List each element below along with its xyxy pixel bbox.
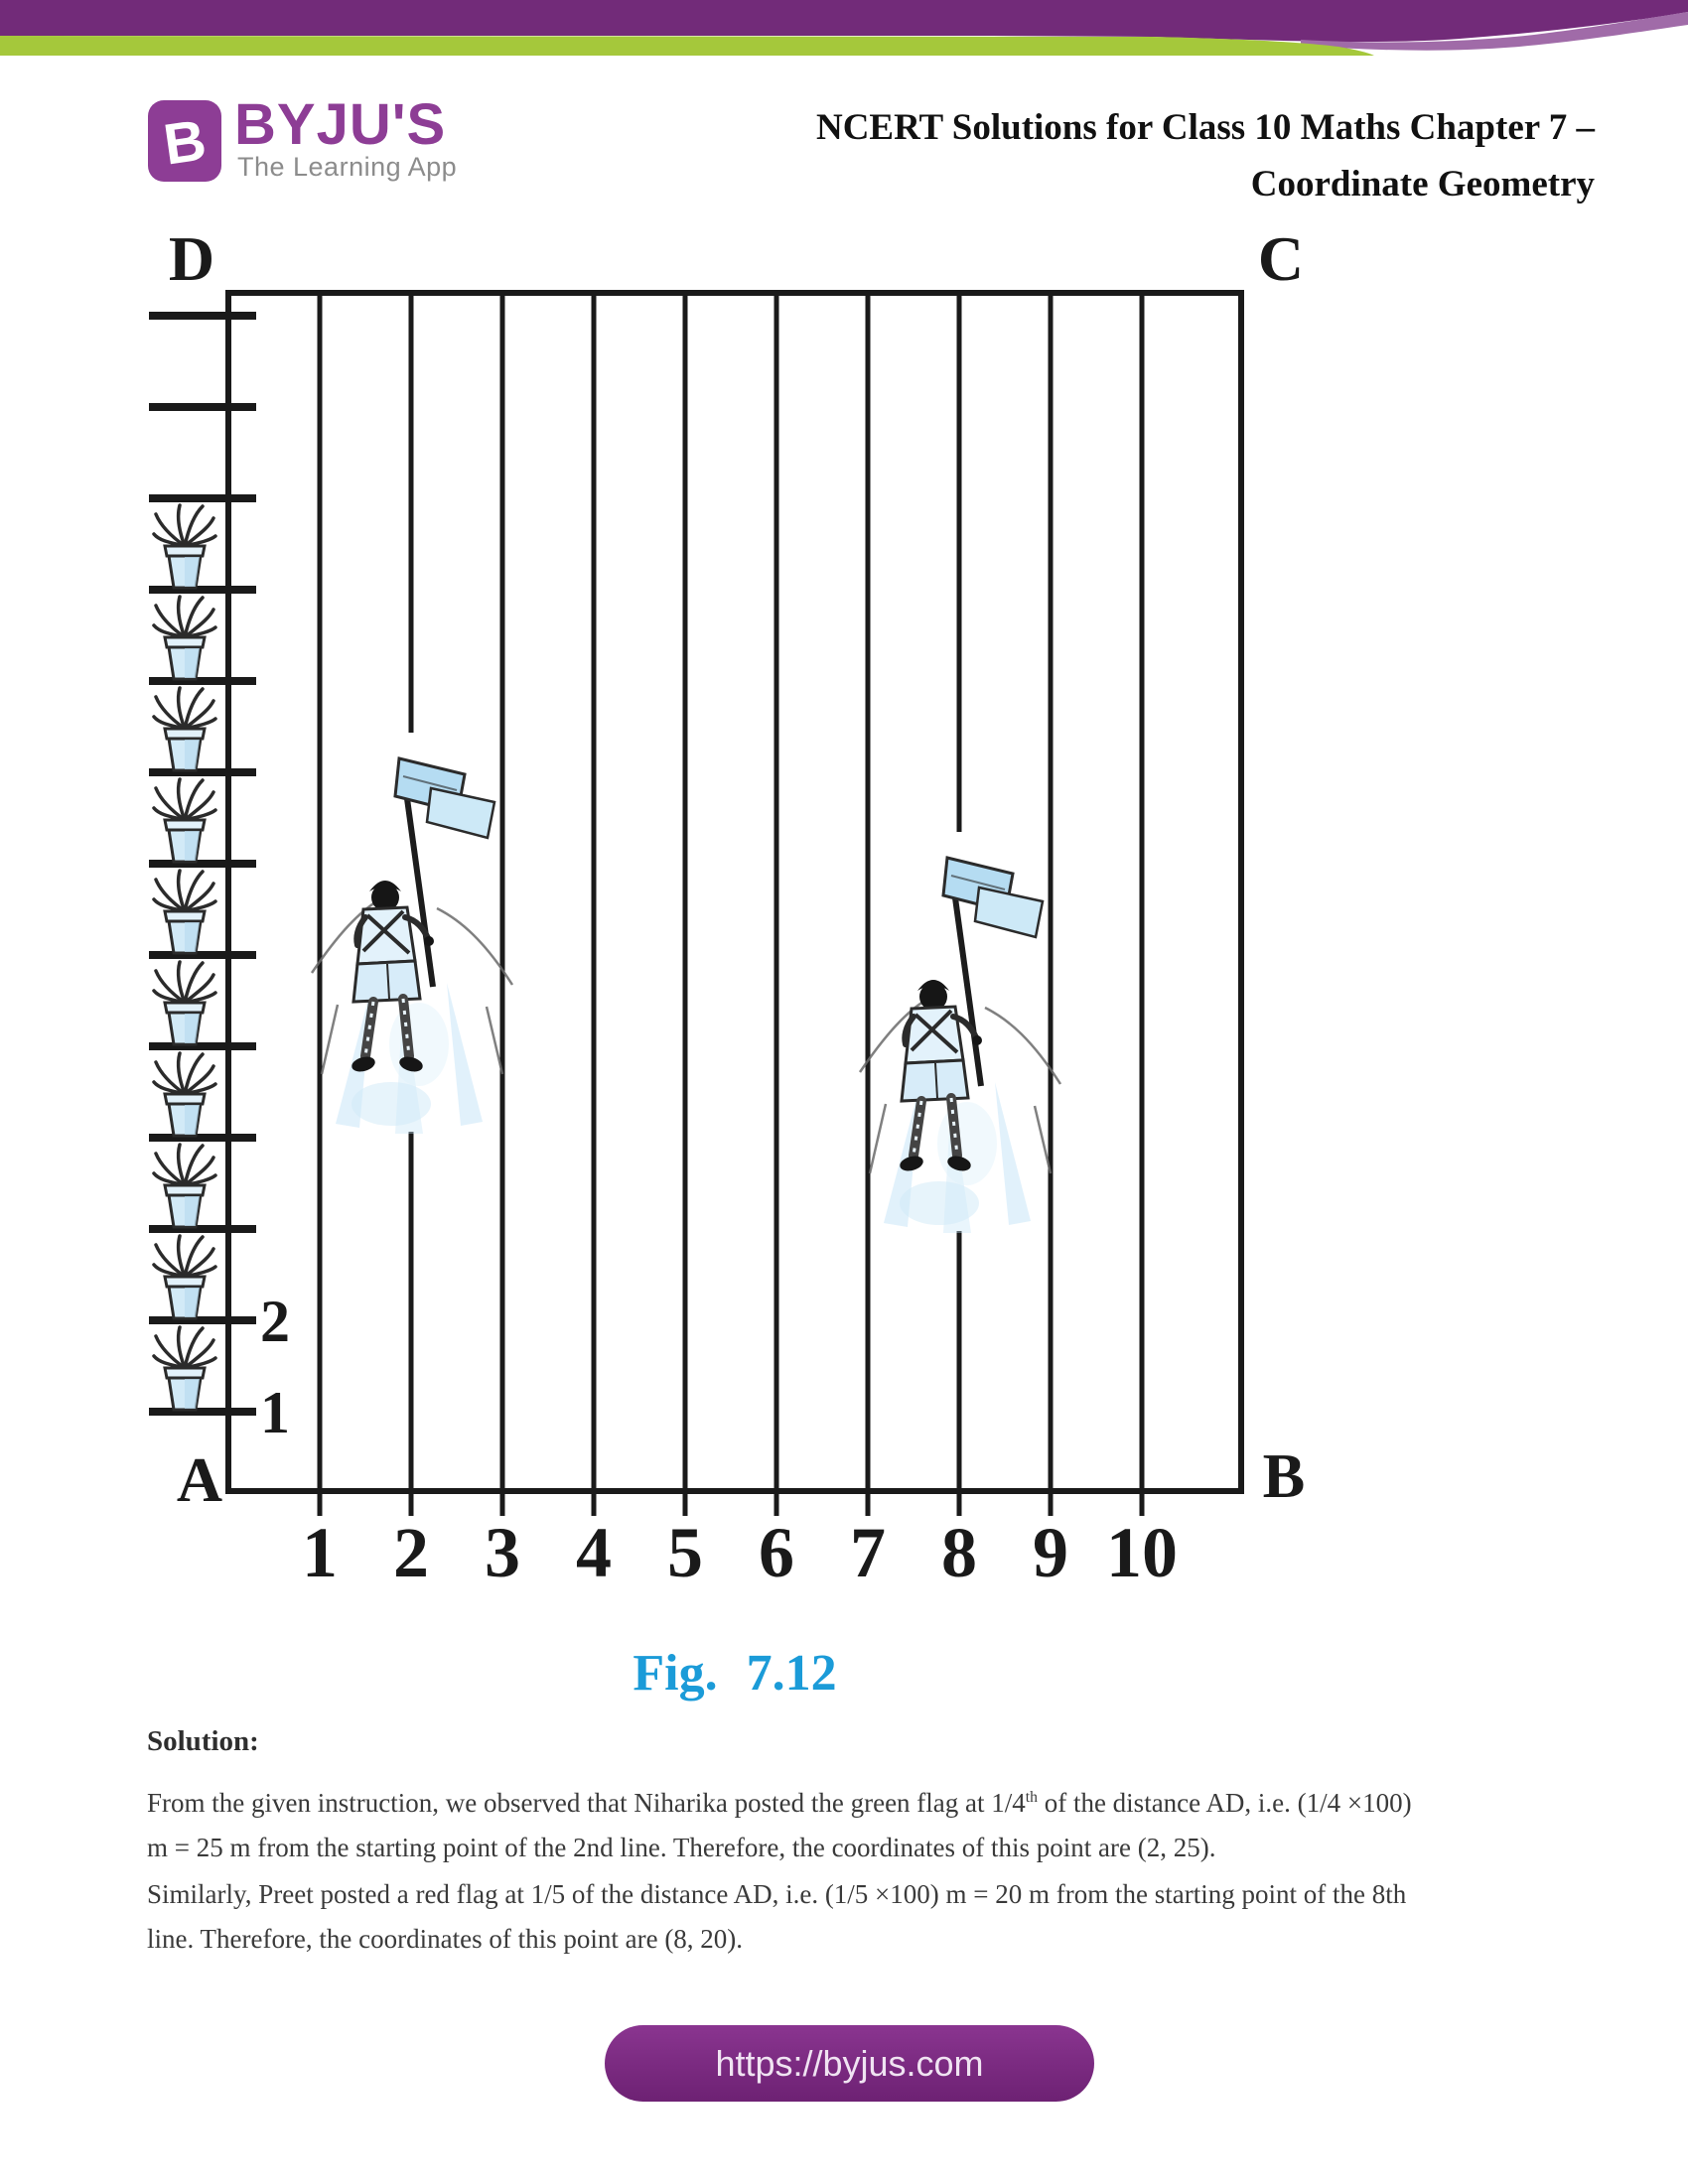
- flower-pot-icon: [152, 777, 217, 864]
- column-number: 6: [759, 1513, 794, 1592]
- row-number: 1: [260, 1380, 290, 1445]
- solution-heading: Solution:: [147, 1725, 259, 1757]
- flag-bearer-icon: [860, 858, 1060, 1233]
- flower-pot-icon: [152, 1325, 217, 1412]
- logo-letter: B: [160, 107, 211, 177]
- corner-label-C: C: [1258, 228, 1304, 294]
- page-title-line1: NCERT Solutions for Class 10 Maths Chapt…: [815, 107, 1595, 148]
- field-rectangle: [225, 290, 1244, 1494]
- solution-p1-line1: From the given instruction, we observed …: [147, 1781, 1557, 1826]
- byjus-wordmark: BYJU'S: [234, 92, 447, 157]
- byjus-logo-icon: B: [148, 100, 221, 182]
- banner-green-wave: [0, 36, 1374, 56]
- column-number: 4: [576, 1513, 612, 1592]
- column-number: 9: [1033, 1513, 1068, 1592]
- flower-pot-icon: [152, 869, 217, 955]
- banner-purple-wave: [0, 0, 1688, 43]
- row-number: 2: [260, 1289, 290, 1354]
- corner-label-D: D: [169, 228, 214, 294]
- flower-pot-icon: [152, 595, 217, 681]
- corner-label-B: B: [1263, 1440, 1306, 1511]
- column-number: 10: [1106, 1513, 1178, 1592]
- solution-p1-line2: m = 25 m from the starting point of the …: [147, 1833, 1216, 1862]
- column-number: 5: [667, 1513, 703, 1592]
- page-title: NCERT Solutions for Class 10 Maths Chapt…: [816, 99, 1595, 212]
- flower-pot-icon: [152, 503, 217, 590]
- figure-7-12: 211 2 3 4 5 6 7 8 9 10D CA B: [149, 228, 1306, 1592]
- column-number: 8: [941, 1513, 977, 1592]
- column-number: 1: [302, 1513, 338, 1592]
- flower-pot-icon: [152, 1051, 217, 1138]
- flower-pot-icon: [152, 1143, 217, 1229]
- solution-p1-l1b: of the distance AD, i.e. (1/4 ×100): [1037, 1788, 1412, 1818]
- corner-label-A: A: [177, 1444, 222, 1515]
- top-banner: [0, 0, 1688, 56]
- flower-pot-icon: [152, 1234, 217, 1320]
- figure-caption: Fig. 7.12: [633, 1645, 837, 1702]
- banner-light-purple-wave: [1301, 12, 1688, 51]
- page-title-line2: Coordinate Geometry: [1250, 164, 1595, 205]
- solution-p2-line2: line. Therefore, the coordinates of this…: [147, 1924, 744, 1954]
- superscript-th: th: [1025, 1789, 1038, 1806]
- column-number: 3: [485, 1513, 520, 1592]
- solution-p1-l1a: From the given instruction, we observed …: [147, 1788, 1026, 1818]
- solution-paragraph-2: Similarly, Preet posted a red flag at 1/…: [147, 1872, 1557, 1962]
- solution-paragraph-1: From the given instruction, we observed …: [147, 1781, 1557, 1870]
- solution-p2-line1: Similarly, Preet posted a red flag at 1/…: [147, 1879, 1407, 1909]
- byjus-tagline: The Learning App: [237, 152, 458, 182]
- flag-bearer-icon: [312, 758, 512, 1134]
- flower-pot-icon: [152, 686, 217, 772]
- column-number: 7: [850, 1513, 886, 1592]
- column-number: 2: [393, 1513, 429, 1592]
- byjus-url-button[interactable]: https://byjus.com: [605, 2025, 1094, 2102]
- flower-pot-icon: [152, 960, 217, 1046]
